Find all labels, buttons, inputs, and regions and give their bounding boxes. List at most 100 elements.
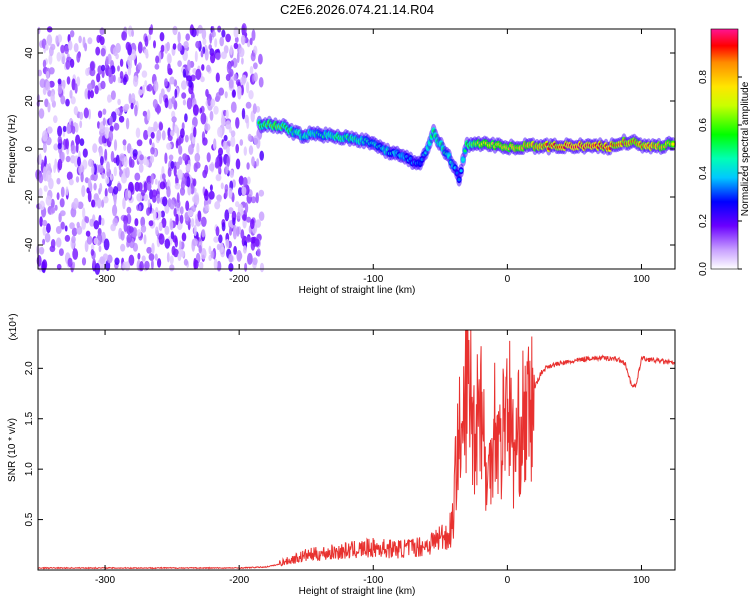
noise-speckle [178,145,183,155]
noise-speckle [177,42,182,52]
noise-speckle [78,165,82,175]
noise-speckle [236,226,240,237]
noise-speckle [113,139,118,151]
noise-speckle [104,148,108,161]
noise-speckle [152,99,158,109]
noise-speckle [137,41,143,54]
noise-speckle [122,76,127,85]
noise-speckle [230,101,237,113]
noise-speckle [69,222,75,230]
noise-speckle [218,87,225,96]
noise-speckle [82,148,88,158]
noise-speckle [75,176,80,183]
colorbar-tick-label: 0.0 [698,262,709,276]
colorbar-tick-label: 0.4 [698,166,709,180]
noise-speckle [206,152,211,163]
noise-speckle [134,218,139,227]
noise-speckle [98,34,103,42]
spectrogram-x-label: Height of straight line (km) [299,285,416,296]
noise-speckle [240,34,246,46]
noise-speckle [100,156,104,166]
noise-speckle [220,51,227,60]
noise-speckle [38,153,42,165]
noise-speckle [164,152,168,164]
snr-x-label: Height of straight line (km) [299,586,416,597]
noise-speckle [88,108,91,120]
noise-speckle [175,213,179,226]
noise-speckle [182,68,186,78]
noise-speckle [44,44,49,51]
noise-speckle [43,185,48,192]
noise-speckle [207,97,211,107]
noise-speckle [200,216,207,227]
noise-speckle [194,152,201,163]
noise-speckle [39,200,45,211]
noise-speckle [122,261,127,270]
noise-speckle [66,124,71,135]
noise-speckle [230,135,236,148]
noise-speckle [192,116,198,128]
noise-speckle [221,29,226,38]
noise-speckle [56,177,61,185]
noise-speckle [228,207,234,215]
noise-speckle [180,128,185,139]
snr-series-line [37,329,676,570]
noise-speckle [46,126,53,134]
x-tick-label: 100 [633,575,650,586]
noise-speckle [183,258,188,266]
noise-speckle [56,192,60,201]
y-tick-label: 2.0 [24,361,35,375]
noise-speckle [39,216,43,227]
noise-speckle [65,98,70,107]
noise-speckle [56,52,62,62]
noise-speckle [121,31,127,41]
noise-speckle [107,95,113,103]
noise-speckle [217,126,223,138]
noise-speckle [53,143,59,151]
noise-speckle [123,144,127,151]
noise-speckle [114,108,120,116]
noise-speckle [224,209,230,222]
noise-speckle [69,58,75,68]
noise-speckle [204,48,209,61]
noise-speckle [214,161,220,169]
noise-speckle [237,88,242,100]
noise-speckle [154,63,160,70]
noise-speckle [42,142,47,154]
noise-speckle [223,134,228,142]
noise-speckle [132,75,139,87]
noise-speckle [144,35,149,47]
noise-speckle [113,166,118,177]
noise-speckle [135,127,141,139]
noise-speckle [220,182,224,190]
noise-speckle [164,97,169,109]
noise-speckle [193,126,197,138]
noise-speckle [119,58,124,67]
noise-speckle [212,139,216,149]
noise-speckle [236,211,241,220]
noise-speckle [146,246,152,254]
noise-speckle [101,135,105,144]
colorbar-label: Normalized spectral amplitude [740,81,750,216]
noise-speckle [38,108,45,119]
noise-speckle [103,196,109,204]
noise-speckle [101,217,105,226]
noise-speckle [131,93,136,103]
noise-speckle [238,175,244,186]
noise-speckle [85,230,91,237]
noise-speckle [136,229,142,237]
noise-speckle [186,97,193,110]
noise-speckle [167,167,172,178]
noise-speckle [72,261,76,269]
noise-speckle [226,155,231,167]
noise-speckle [185,200,190,212]
noise-speckle [95,46,101,56]
noise-speckle [259,150,265,161]
noise-speckle [222,140,228,150]
noise-speckle [215,226,220,237]
y-tick-label: -20 [24,189,35,204]
noise-speckle [39,246,45,255]
noise-speckle [130,102,134,110]
noise-speckle [93,182,97,191]
